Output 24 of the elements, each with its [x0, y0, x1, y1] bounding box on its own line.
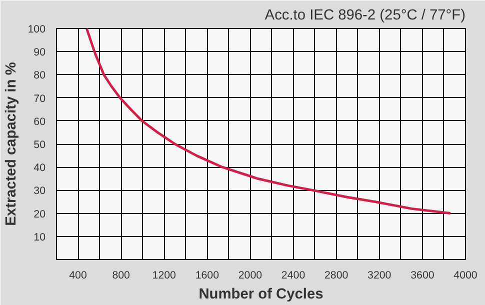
x-tick-label: 3600	[410, 270, 434, 282]
y-tick-label: 80	[34, 70, 46, 82]
x-tick-label: 3200	[368, 270, 392, 282]
y-axis-title: Extracted capacity in %	[4, 62, 20, 226]
x-tick-label: 400	[69, 270, 87, 282]
x-tick-label: 800	[112, 270, 130, 282]
x-tick-label: 2000	[238, 270, 262, 282]
x-tick-label: 1200	[152, 270, 176, 282]
x-tick-label: 4000	[454, 270, 478, 282]
y-tick-label: 10	[34, 231, 46, 244]
x-tick-label: 2800	[324, 270, 348, 282]
chart-title: Acc.to IEC 896-2 (25°C / 77°F)	[264, 8, 466, 24]
y-tick-label: 20	[34, 208, 46, 220]
y-tick-label: 90	[34, 46, 46, 59]
y-tick-label: 30	[34, 185, 46, 198]
y-tick-label: 60	[34, 116, 46, 128]
y-tick-label: 70	[34, 92, 46, 105]
y-tick-label: 40	[34, 162, 46, 174]
y-tick-label: 50	[34, 139, 46, 151]
x-tick-label: 2400	[281, 270, 306, 282]
x-axis-title: Number of Cycles	[198, 286, 324, 302]
line-series	[85, 28, 452, 215]
x-tick-label: 1600	[195, 270, 220, 282]
y-tick-label: 100	[28, 24, 46, 36]
